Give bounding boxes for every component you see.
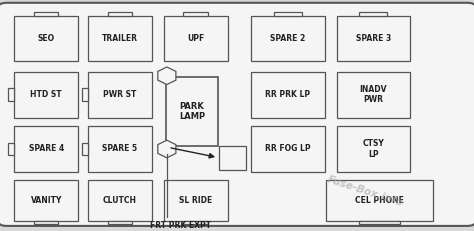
Text: TRAILER: TRAILER [102,34,137,43]
FancyBboxPatch shape [219,146,246,170]
FancyBboxPatch shape [164,16,228,61]
Text: RR FOG LP: RR FOG LP [265,145,311,153]
FancyBboxPatch shape [88,126,152,172]
FancyBboxPatch shape [274,12,302,16]
FancyBboxPatch shape [88,16,152,61]
FancyBboxPatch shape [251,126,325,172]
Text: SPARE 5: SPARE 5 [102,145,137,153]
Text: INADV
PWR: INADV PWR [359,85,387,104]
FancyBboxPatch shape [14,16,78,61]
FancyBboxPatch shape [9,143,14,155]
Text: Fuse-Box.info: Fuse-Box.info [326,175,404,209]
Text: CTSY
LP: CTSY LP [363,139,384,159]
FancyBboxPatch shape [88,72,152,118]
Text: CEL PHONE: CEL PHONE [355,196,404,205]
Text: PARK
LAMP: PARK LAMP [179,102,205,121]
FancyBboxPatch shape [34,221,58,224]
FancyBboxPatch shape [164,180,228,221]
FancyBboxPatch shape [88,180,152,221]
FancyBboxPatch shape [14,72,78,118]
FancyBboxPatch shape [9,88,14,101]
FancyBboxPatch shape [337,72,410,118]
Text: SEO: SEO [37,34,55,43]
FancyBboxPatch shape [326,180,433,221]
Polygon shape [158,67,176,85]
FancyBboxPatch shape [82,88,88,101]
FancyBboxPatch shape [108,221,132,224]
FancyBboxPatch shape [251,16,325,61]
FancyBboxPatch shape [183,221,208,224]
Text: UPF: UPF [187,34,204,43]
Text: SPARE 3: SPARE 3 [356,34,391,43]
FancyBboxPatch shape [183,12,208,16]
FancyBboxPatch shape [0,3,474,226]
FancyBboxPatch shape [34,12,58,16]
Text: RR PRK LP: RR PRK LP [265,90,310,99]
FancyBboxPatch shape [359,12,387,16]
Text: PWR ST: PWR ST [103,90,137,99]
FancyBboxPatch shape [359,221,400,224]
Text: VANITY: VANITY [30,196,62,205]
Text: SPARE 4: SPARE 4 [28,145,64,153]
FancyBboxPatch shape [14,126,78,172]
FancyBboxPatch shape [166,77,218,146]
Text: CLUTCH: CLUTCH [103,196,137,205]
Text: SL RIDE: SL RIDE [179,196,212,205]
FancyBboxPatch shape [108,12,132,16]
Text: FRT PRK EXPT: FRT PRK EXPT [150,221,210,230]
Text: SPARE 2: SPARE 2 [270,34,306,43]
FancyBboxPatch shape [337,16,410,61]
FancyBboxPatch shape [251,72,325,118]
FancyBboxPatch shape [14,180,78,221]
FancyBboxPatch shape [337,126,410,172]
Text: HTD ST: HTD ST [30,90,62,99]
FancyBboxPatch shape [82,143,88,155]
Polygon shape [158,140,176,158]
